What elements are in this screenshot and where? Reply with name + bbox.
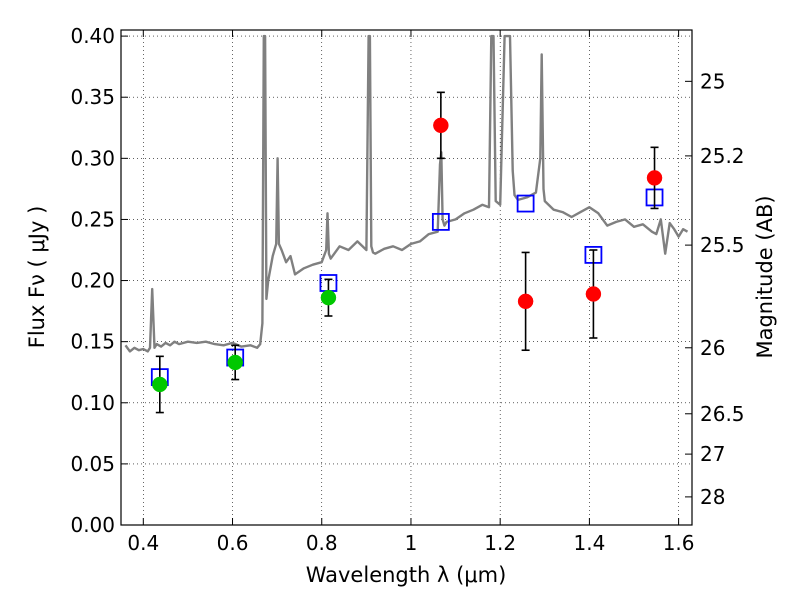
- axes: 0.4 0.6 0.8 1 1.2 1.4 1.6 0.00 0.05 0.10 0.15 0.20 0…: [70, 24, 744, 555]
- x-tick-label: 1.4: [573, 531, 605, 555]
- x-tick-label: 0.4: [127, 531, 159, 555]
- model-photometry-square: [516, 194, 535, 213]
- observed-point: [433, 117, 449, 134]
- x-tick-label: 1.6: [663, 531, 695, 555]
- model-photometry-square: [431, 212, 450, 231]
- x-axis-label: Wavelength λ (μm): [306, 563, 507, 587]
- x-tick-label: 1: [405, 531, 418, 555]
- y-tick-label: 0.05: [70, 452, 115, 476]
- observed-point: [646, 170, 663, 186]
- y2-tick-label: 25.5: [700, 233, 745, 257]
- plot-frame: [120, 29, 693, 526]
- y2-tick-label: 27: [700, 442, 725, 466]
- x-tick-label: 0.8: [306, 531, 338, 555]
- observed-point: [320, 289, 337, 306]
- y-tick-label: 0.25: [70, 207, 115, 231]
- x-tick-label: 1.2: [484, 531, 516, 555]
- grid: [121, 30, 692, 525]
- y-tick-label: 0.00: [70, 513, 115, 537]
- y-tick-label: 0.40: [70, 24, 115, 48]
- x-tick-label: 0.6: [217, 531, 249, 555]
- y2-tick-label: 26.5: [700, 402, 745, 426]
- y2-tick-label: 26: [700, 336, 725, 360]
- y-tick-label: 0.15: [70, 330, 115, 354]
- y2-tick-label: 28: [700, 485, 725, 509]
- spectrum-line: [124, 34, 689, 353]
- y-tick-label: 0.30: [70, 146, 115, 170]
- observed-point: [517, 293, 534, 310]
- y2-tick-label: 25: [700, 69, 725, 93]
- y-axis-label: Flux Fν ( μJy ): [25, 206, 49, 349]
- y-tick-label: 0.20: [70, 269, 115, 293]
- observed-point: [585, 286, 602, 302]
- y2-axis-label: Magnitude (AB): [753, 195, 777, 358]
- observed-point: [152, 376, 168, 393]
- observed-point: [227, 354, 243, 371]
- plot-area: [124, 34, 689, 414]
- y-tick-label: 0.35: [70, 85, 115, 109]
- y2-tick-label: 25.2: [700, 144, 745, 168]
- plot-background: [121, 30, 692, 525]
- y-tick-label: 0.10: [70, 391, 115, 415]
